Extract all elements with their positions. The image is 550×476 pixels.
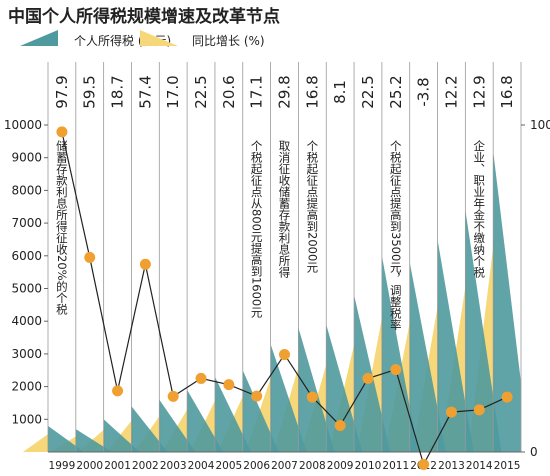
area-triangle: [493, 151, 530, 452]
annotation: 企业、职业年金不缴纳个税: [472, 139, 486, 278]
growth-point: [362, 372, 374, 384]
x-tick-label: 2009: [327, 460, 354, 472]
x-tick-label: 2015: [494, 460, 521, 472]
y-tick-label: 3000: [11, 347, 42, 361]
area-triangle: [298, 327, 335, 452]
plot-mask: [521, 62, 550, 453]
chart-title: 中国个人所得税规模增速及改革节点: [8, 6, 280, 27]
growth-point: [501, 391, 513, 403]
area-triangle: [75, 429, 112, 452]
annotation: 个税起征点提高到3500元，调整税率: [389, 140, 403, 331]
growth-point: [223, 379, 235, 391]
legend-swatch: [20, 30, 58, 46]
area-triangle: [409, 262, 446, 452]
area-triangle: [354, 295, 391, 452]
y-tick-label: 5000: [11, 282, 42, 296]
growth-point: [251, 390, 263, 402]
value-label: 57.4: [136, 75, 154, 108]
y-tick-label: 2000: [11, 380, 42, 394]
growth-point: [306, 391, 318, 403]
y-tick-label: 7000: [11, 216, 42, 230]
x-tick-label: 2001: [104, 460, 131, 472]
value-label: 97.9: [53, 75, 71, 108]
annotation: 取消征收储蓄存款利息所得: [278, 140, 292, 278]
growth-point: [445, 406, 457, 418]
x-tick-label: 2007: [271, 460, 298, 472]
x-tick-label: 2003: [160, 460, 187, 472]
value-label: 16.8: [498, 75, 516, 108]
x-tick-label: 2000: [76, 460, 103, 472]
x-tick-label: 2002: [132, 460, 159, 472]
legend-swatch: [140, 30, 178, 46]
annotation: 个税起征点从800元提高到1600元: [250, 140, 264, 318]
annotation: 储蓄存款利息所得征收20%的个税: [55, 139, 69, 315]
area-triangle: [437, 239, 474, 452]
value-label: -3.8: [415, 77, 433, 106]
value-label: 25.2: [387, 75, 405, 108]
area-triangle: [214, 376, 252, 452]
area-triangle: [381, 255, 419, 452]
value-label: 18.7: [109, 75, 127, 108]
growth-point: [334, 420, 346, 432]
value-label: 29.8: [276, 75, 294, 108]
y-tick-label: 4000: [11, 314, 42, 328]
value-label: 59.5: [81, 75, 99, 108]
area-triangle: [465, 210, 502, 452]
value-label: 16.8: [303, 75, 321, 108]
x-tick-label: 2011: [382, 460, 409, 472]
area-triangle: [270, 344, 307, 452]
growth-point: [56, 126, 68, 138]
growth-point: [195, 372, 207, 384]
y-tick-label: 6000: [11, 249, 42, 263]
area-triangle: [187, 389, 224, 452]
x-tick-label: 2010: [355, 460, 382, 472]
area-triangle: [242, 370, 279, 452]
y-tick-label: 9000: [11, 151, 42, 165]
x-tick-label: 2013: [438, 460, 465, 472]
growth-point: [418, 458, 430, 470]
growth-point: [112, 385, 124, 397]
value-label: 17.0: [164, 75, 182, 108]
legend-label: 同比增长 (%): [192, 34, 265, 48]
growth-point: [84, 251, 96, 263]
value-label: 12.9: [470, 75, 488, 108]
value-label: 22.5: [359, 75, 377, 108]
x-tick-label: 2008: [299, 460, 326, 472]
growth-point: [473, 404, 485, 416]
area-triangle: [48, 425, 85, 452]
value-label: 8.1: [331, 80, 349, 104]
value-label: 22.5: [192, 75, 210, 108]
area-triangle: [103, 419, 140, 452]
growth-point: [279, 349, 290, 361]
y-tick-label: 8000: [11, 183, 42, 197]
x-tick-label: 2014: [466, 460, 493, 472]
x-tick-label: 2006: [243, 460, 270, 472]
value-label: 20.6: [220, 75, 238, 108]
area-triangle: [131, 406, 168, 452]
x-tick-label: 2005: [215, 460, 242, 472]
x-tick-label: 2004: [188, 460, 215, 472]
growth-point: [167, 390, 179, 402]
growth-point: [390, 364, 402, 376]
y-tick-label: 10000: [4, 118, 42, 132]
y2-tick-label: 100: [530, 118, 550, 132]
area-triangle: [159, 399, 196, 452]
area-shade: [22, 433, 50, 452]
growth-point: [139, 258, 151, 270]
value-label: 12.2: [442, 75, 460, 108]
annotation: 个税起征点提高到2000元: [305, 140, 319, 273]
y2-tick-label: 0: [530, 445, 538, 459]
value-label: 17.1: [248, 75, 266, 108]
y-tick-label: 1000: [11, 412, 42, 426]
x-tick-label: 1999: [49, 460, 76, 472]
